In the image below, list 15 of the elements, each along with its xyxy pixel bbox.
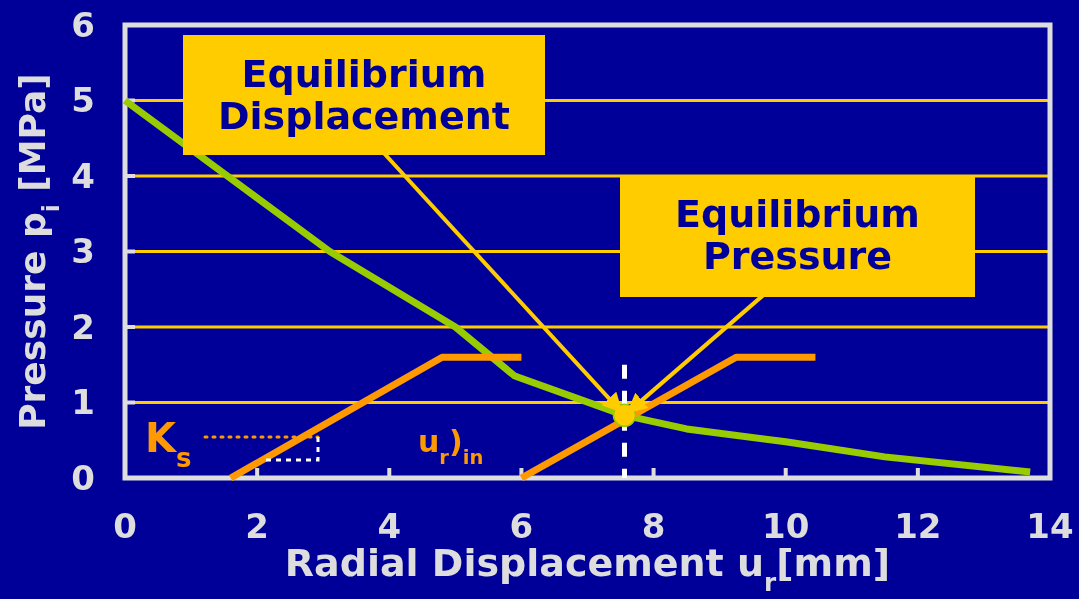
y-tick-label: 2 (71, 306, 95, 347)
y-tick-label: 1 (71, 382, 95, 423)
y-tick-label: 0 (71, 457, 95, 498)
x-tick-label: 14 (1026, 506, 1074, 546)
y-tick-label: 6 (71, 4, 95, 45)
x-tick-label: 0 (113, 506, 137, 546)
x-tick-label: 2 (245, 506, 269, 546)
annotation: K$_{s}$ (145, 415, 192, 473)
annotation: Equilibrium Pressure (675, 192, 920, 278)
annotation: u$_{r}$)$_{in}$ (418, 424, 484, 469)
y-tick-label: 4 (71, 155, 95, 196)
y-tick-label: 3 (71, 231, 95, 272)
x-tick-label: 12 (894, 506, 942, 546)
y-tick-label: 5 (71, 80, 95, 121)
annotation: Equilibrium Displacement (218, 52, 510, 138)
